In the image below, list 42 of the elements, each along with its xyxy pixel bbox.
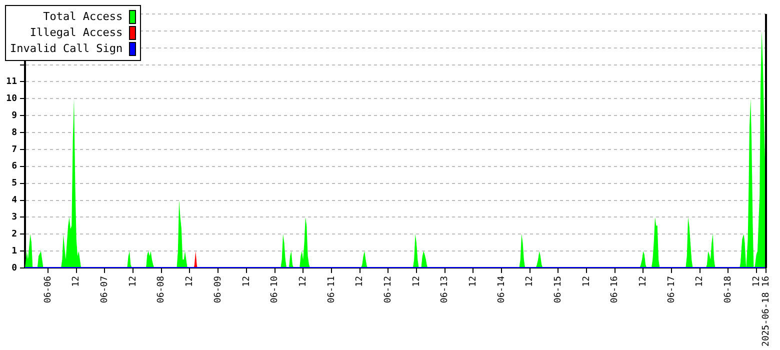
x-tick-label: 12 xyxy=(752,276,762,287)
x-tick-label: 06-13 xyxy=(440,276,450,304)
x-tick-label: 12 xyxy=(355,276,366,287)
x-tick-label: 06-08 xyxy=(156,276,167,304)
y-tick-label: 10 xyxy=(6,94,17,104)
x-tick-label: 06-11 xyxy=(326,276,337,304)
x-tick-label: 12 xyxy=(298,276,308,287)
y-tick-label: 11 xyxy=(6,77,17,88)
x-tick-label: 12 xyxy=(582,276,592,287)
x-tick-label: 2025-06-18 16 xyxy=(761,276,772,346)
x-tick-label: 06-14 xyxy=(496,276,507,304)
x-tick-label: 06-18 xyxy=(724,276,734,304)
x-tick-label: 06-09 xyxy=(213,276,224,304)
x-tick-label: 12 xyxy=(128,276,138,287)
y-tick-label: 2 xyxy=(12,229,17,240)
x-tick-label: 06-15 xyxy=(554,276,564,304)
x-tick-label: 12 xyxy=(468,276,478,287)
x-tick-label: 12 xyxy=(185,276,196,287)
x-tick-label: 12 xyxy=(412,276,422,287)
y-tick-label: 3 xyxy=(12,212,17,223)
x-tick-label: 12 xyxy=(638,276,649,287)
y-tick-label: 5 xyxy=(12,178,17,189)
y-tick-label: 0 xyxy=(12,263,17,274)
x-tick-label: 06-17 xyxy=(666,276,677,304)
x-tick-label: 06-10 xyxy=(270,276,280,304)
legend-label: Total Access xyxy=(43,9,123,25)
y-tick-label: 8 xyxy=(12,128,17,138)
y-tick-label: 4 xyxy=(12,196,18,206)
x-tick-label: 12 xyxy=(695,276,706,287)
x-tick-label: 12 xyxy=(72,276,82,287)
x-tick-label: 06-07 xyxy=(100,276,110,304)
y-tick-label: 9 xyxy=(12,110,17,121)
y-tick-label: 1 xyxy=(12,246,17,256)
y-tick-label: 6 xyxy=(12,162,17,172)
x-tick-label: 06-12 xyxy=(383,276,394,304)
x-tick-label: 06-16 xyxy=(610,276,620,304)
legend-label: Illegal Access xyxy=(30,25,123,41)
x-tick-label: 06-06 xyxy=(43,276,54,304)
x-tick-label: 12 xyxy=(525,276,536,287)
y-tick-label: 7 xyxy=(12,144,17,155)
legend-label: Invalid Call Sign xyxy=(10,41,123,57)
x-tick-label: 12 xyxy=(242,276,252,287)
